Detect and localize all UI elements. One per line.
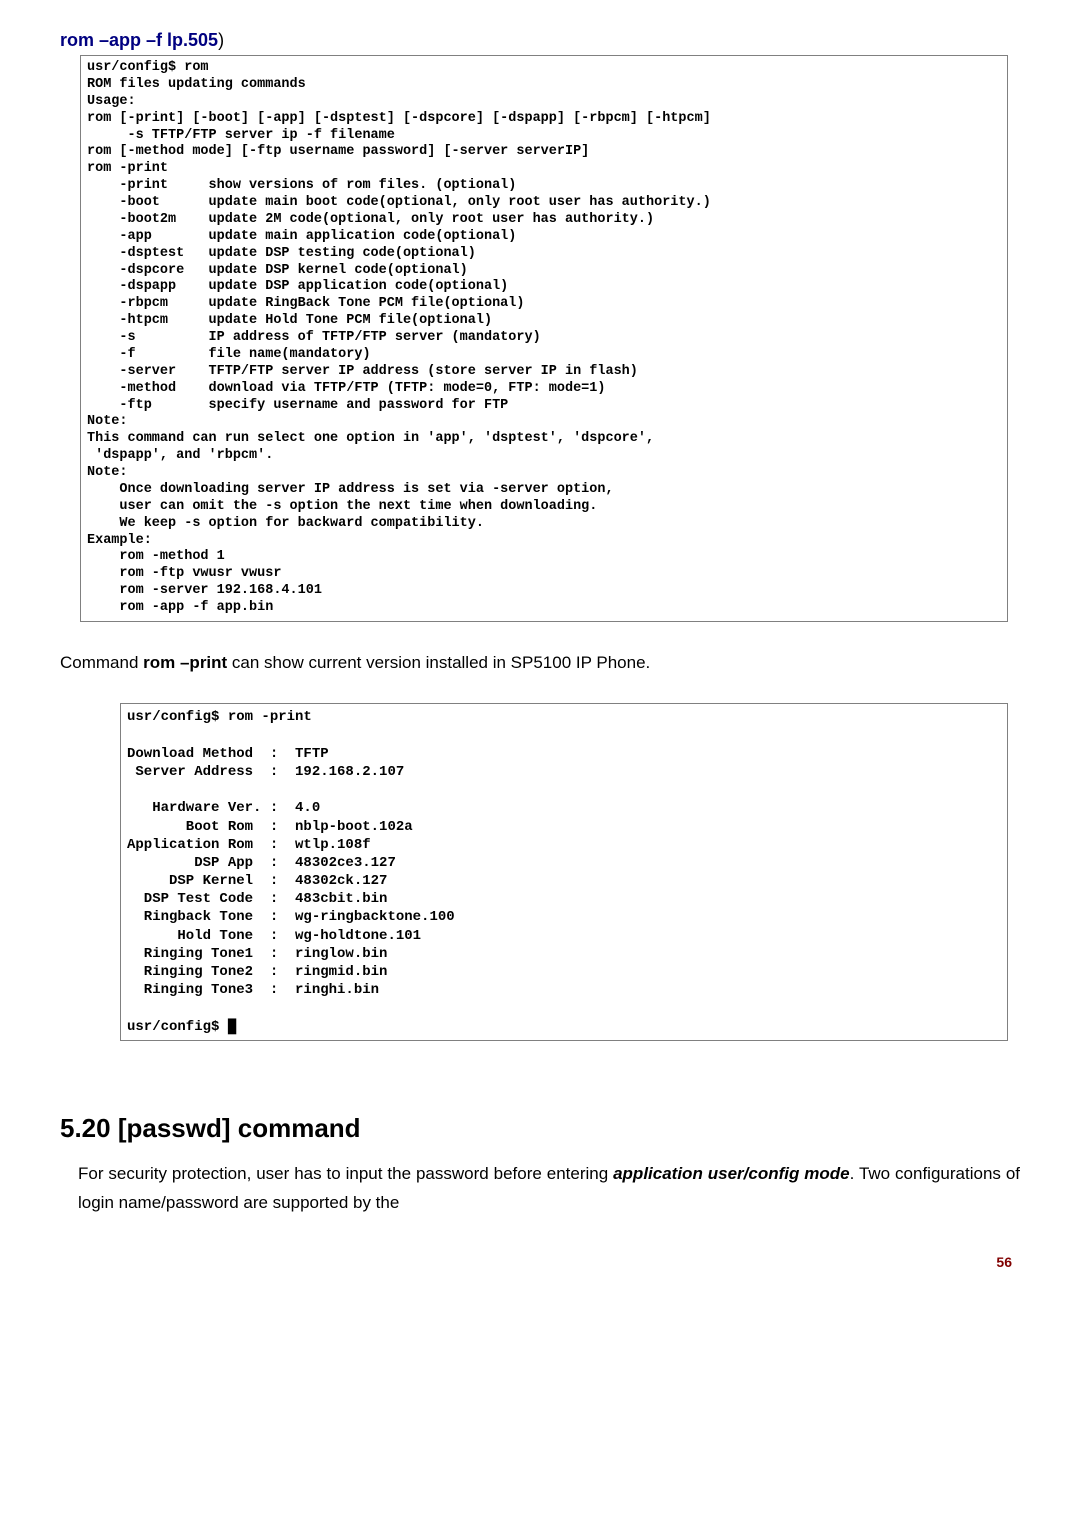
section-body: For security protection, user has to inp… — [78, 1160, 1020, 1218]
section-body-bold: application user/config mode — [613, 1164, 850, 1183]
section-body-1: For security protection, user has to inp… — [78, 1164, 613, 1183]
terminal-output-rom-print: usr/config$ rom -print Download Method :… — [120, 703, 1008, 1040]
body-paragraph-1: Command rom –print can show current vers… — [60, 650, 1020, 676]
section-heading: 5.20 [passwd] command — [60, 1113, 1020, 1144]
terminal-output-rom: usr/config$ rom ROM files updating comma… — [80, 55, 1008, 622]
body-text-bold: rom –print — [143, 653, 227, 672]
command-title: rom –app –f lp.505) — [60, 30, 1020, 51]
body-text-prefix: Command — [60, 653, 143, 672]
page-number: 56 — [60, 1254, 1020, 1270]
cmd-title-text: rom –app –f lp.505 — [60, 30, 218, 50]
body-text-suffix: can show current version installed in SP… — [227, 653, 650, 672]
cmd-title-suffix: ) — [218, 30, 224, 50]
